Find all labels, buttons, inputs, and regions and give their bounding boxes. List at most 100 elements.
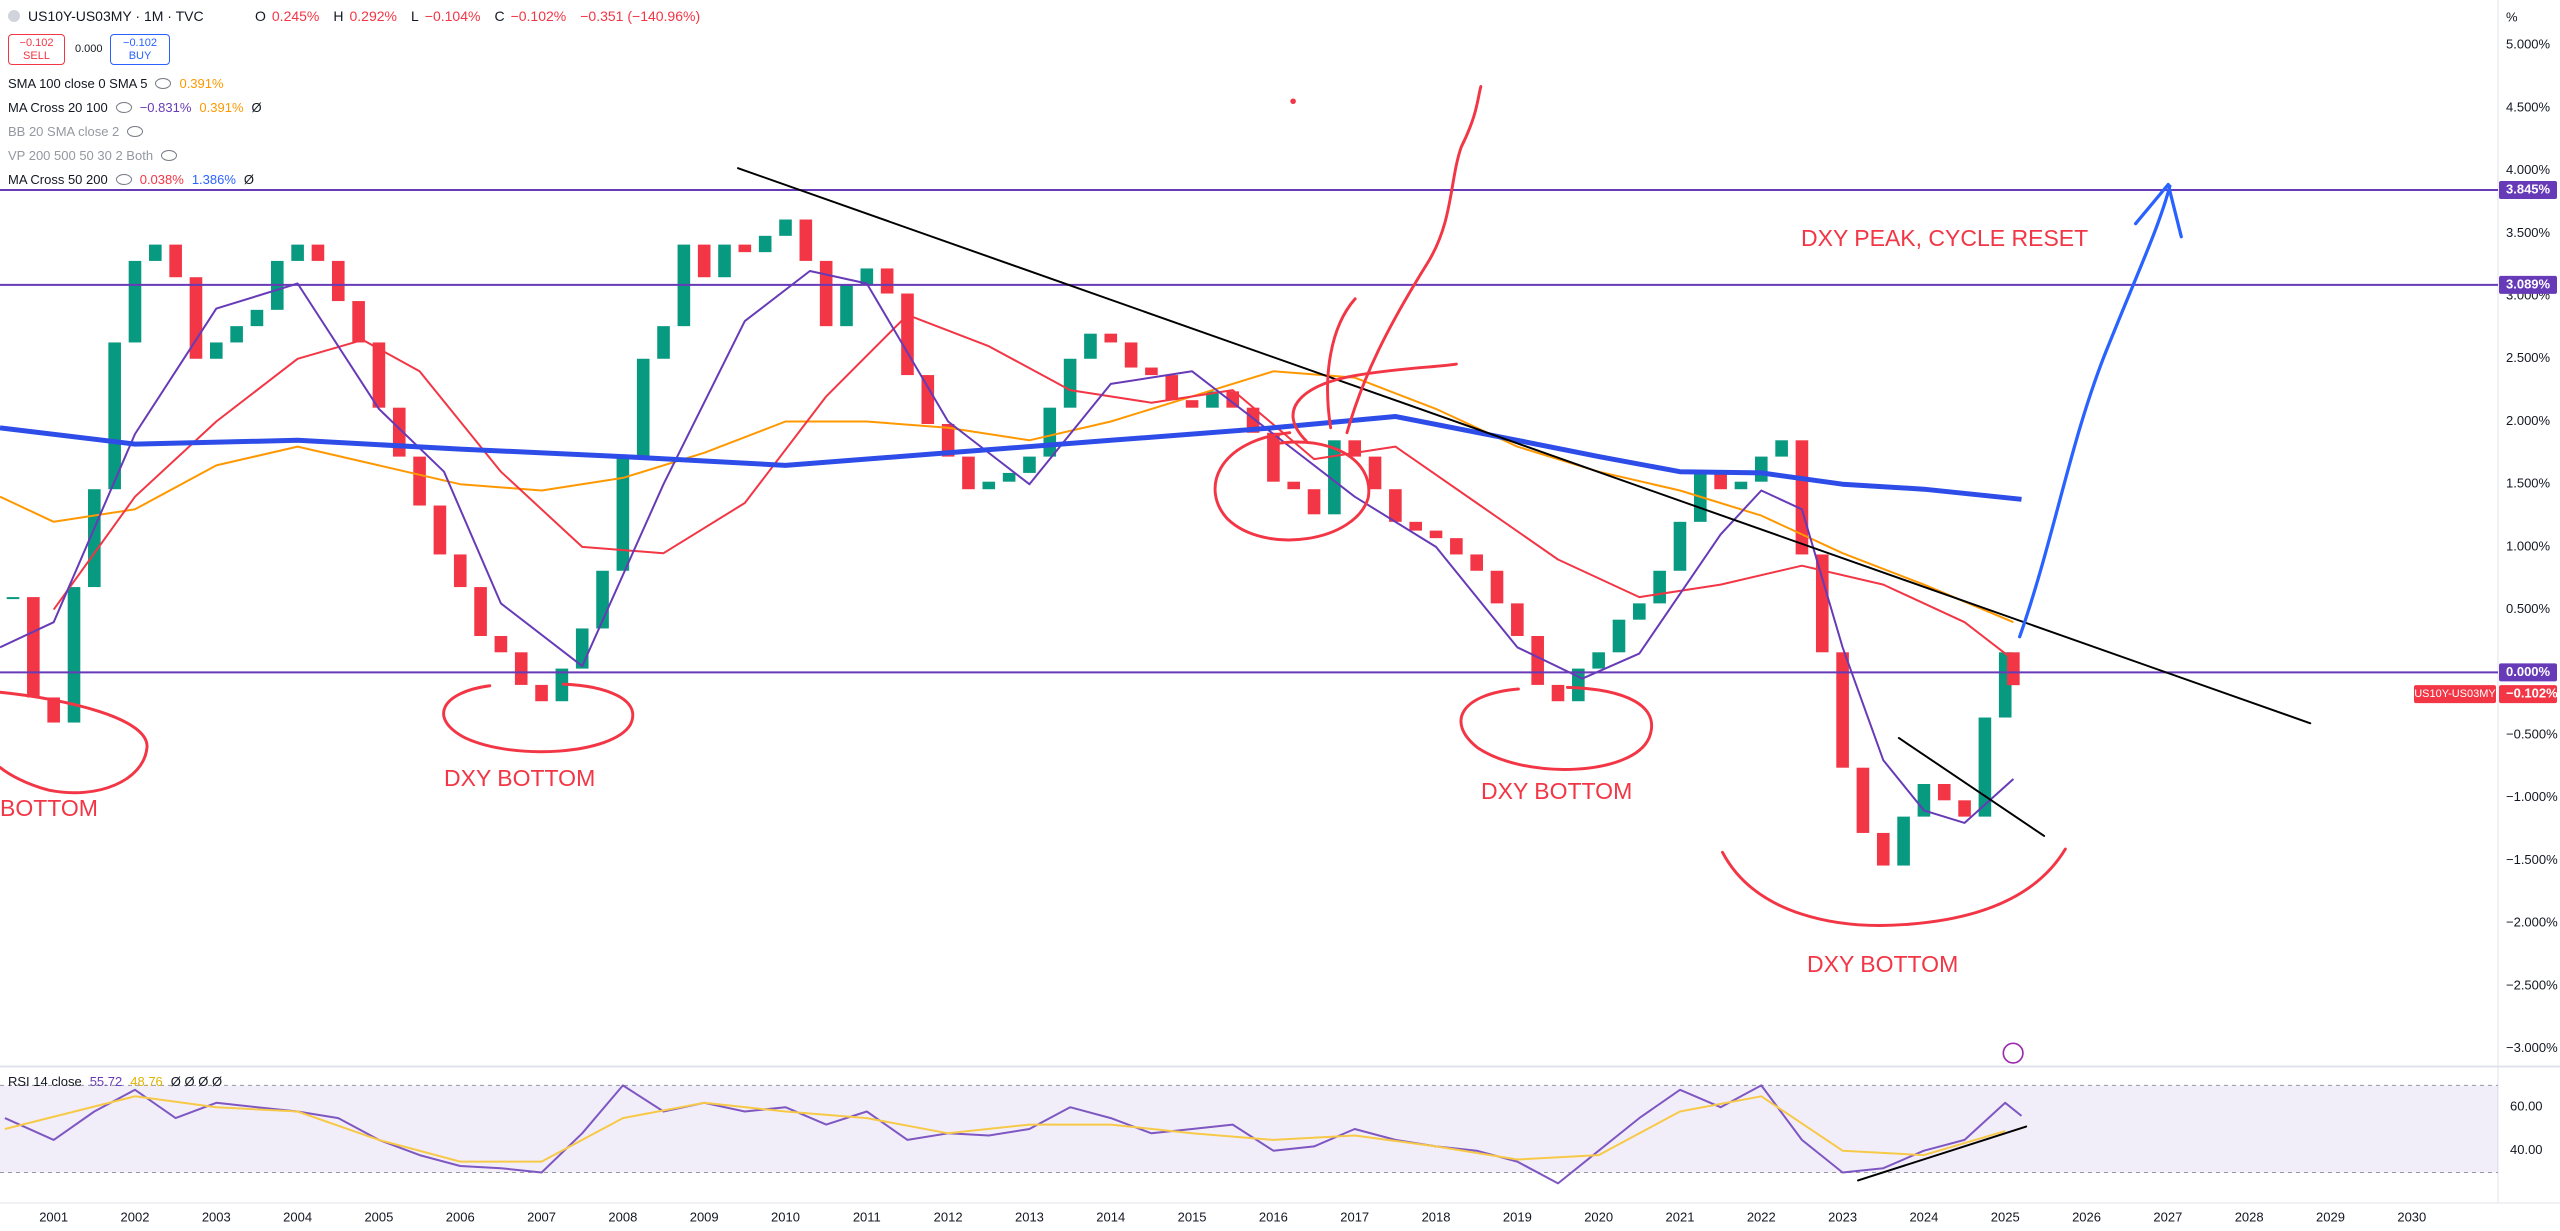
candle [1511, 603, 1524, 636]
indicator-name: MA Cross 50 200 [8, 172, 108, 187]
y-tick-label: 2.500% [2506, 350, 2551, 365]
level-label-box [2499, 181, 2557, 200]
indicator-name: SMA 100 close 0 SMA 5 [8, 76, 148, 91]
candle [1389, 489, 1402, 522]
candle [413, 456, 426, 506]
y-tick-label: 3.500% [2506, 225, 2551, 240]
candle [372, 342, 386, 408]
x-tick-label: 2012 [934, 1209, 963, 1224]
ohlc: O 0.245% H 0.292% L −0.104% C −0.102% −0.351… [255, 8, 700, 24]
eye-icon[interactable] [161, 150, 178, 161]
x-tick-label: 2027 [2153, 1209, 2182, 1224]
candle [6, 597, 20, 600]
ohlc-key: H [333, 8, 344, 24]
candle [149, 244, 162, 261]
y-tick-label: 2.000% [2506, 413, 2551, 428]
ohlc-open: O 0.245% [255, 8, 319, 24]
x-tick-label: 2014 [1096, 1209, 1125, 1224]
rsi-legend[interactable]: RSI 14 close 55.72 48.76 Ø Ø Ø Ø [8, 1074, 222, 1089]
symbol-icon [8, 10, 20, 22]
y-tick-label: 0.500% [2506, 601, 2551, 616]
eye-icon[interactable] [155, 78, 172, 89]
candle [1897, 816, 1910, 866]
candle [636, 358, 650, 457]
indicator-row[interactable]: VP 200 500 50 30 2 Both [8, 148, 178, 163]
x-tick-label: 2023 [1828, 1209, 1857, 1224]
x-tick-label: 2029 [2316, 1209, 2345, 1224]
y-tick-label: −0.500% [2506, 727, 2558, 742]
x-tick-label: 2008 [608, 1209, 637, 1224]
candle [657, 326, 670, 359]
candle [67, 587, 81, 723]
indicator-row[interactable]: MA Cross 20 100 −0.831% 0.391% Ø [8, 100, 262, 115]
sell-button[interactable]: −0.102 SELL [8, 34, 65, 65]
candle [352, 301, 365, 343]
ohlc-key: O [255, 8, 266, 24]
candle [230, 326, 243, 343]
candle [535, 684, 548, 702]
spread: 0.000 [75, 43, 103, 55]
candle [840, 284, 853, 327]
candle [331, 260, 345, 302]
candle [1450, 538, 1463, 555]
buy-price: −0.102 [123, 37, 157, 49]
ohlc-value: 0.292% [349, 8, 397, 24]
indicator-value: Ø [243, 172, 255, 187]
candle [1409, 521, 1422, 531]
candle [1551, 684, 1565, 702]
candle [799, 219, 813, 261]
candle [1145, 367, 1158, 376]
rsi-tick-label: 40.00 [2510, 1142, 2543, 1157]
rsi-line [4, 1095, 2006, 1163]
x-tick-label: 2002 [121, 1209, 150, 1224]
x-tick-label: 2018 [1422, 1209, 1451, 1224]
candle [27, 597, 40, 698]
change: −0.351 (−140.96%) [580, 8, 701, 24]
x-tick-label: 2006 [446, 1209, 475, 1224]
candle [291, 244, 304, 261]
rsi-tick-label: 60.00 [2510, 1099, 2543, 1114]
candle [1836, 652, 1849, 768]
indicator-value: Ø [251, 100, 262, 115]
candle [1043, 407, 1057, 457]
indicator-row[interactable]: MA Cross 50 200 0.038% 1.386% Ø [8, 172, 254, 187]
candle [1754, 456, 1768, 482]
candle [1633, 603, 1646, 620]
candle [108, 342, 121, 490]
rsi-line [4, 1084, 2023, 1185]
eye-icon[interactable] [127, 126, 144, 137]
indicator-name: RSI 14 close [8, 1074, 82, 1089]
candle [1612, 619, 1626, 653]
candle [1267, 432, 1280, 482]
candle [779, 219, 792, 236]
x-tick-label: 2010 [771, 1209, 800, 1224]
x-tick-label: 2017 [1340, 1209, 1369, 1224]
eye-icon[interactable] [115, 174, 132, 185]
indicator-row[interactable]: BB 20 SMA close 2 [8, 124, 144, 139]
y-tick-label: 4.500% [2506, 99, 2551, 114]
y-tick-label: 4.000% [2506, 162, 2551, 177]
x-tick-label: 2028 [2235, 1209, 2264, 1224]
x-tick-label: 2005 [364, 1209, 393, 1224]
eye-icon[interactable] [115, 102, 132, 113]
candle [697, 244, 711, 278]
x-tick-label: 2001 [39, 1209, 68, 1224]
level-label: 3.845% [2506, 181, 2551, 196]
candle [880, 268, 894, 294]
x-tick-label: 2021 [1666, 1209, 1695, 1224]
candle [1937, 784, 1951, 801]
symbol[interactable]: US10Y-US03MY · 1M · TVC [28, 8, 204, 24]
ohlc-value: −0.104% [424, 8, 481, 24]
ohlc-key: C [494, 8, 505, 24]
indicator-row[interactable]: SMA 100 close 0 SMA 5 0.391% [8, 76, 224, 91]
candle [758, 235, 772, 253]
buy-button[interactable]: −0.102 BUY [110, 34, 170, 65]
indicator-name: VP 200 500 50 30 2 Both [8, 148, 154, 163]
x-tick-label: 2007 [527, 1209, 556, 1224]
buy-label: BUY [128, 50, 152, 62]
x-tick-label: 2016 [1259, 1209, 1288, 1224]
level-label-box [2499, 663, 2557, 682]
candle [1429, 530, 1443, 539]
